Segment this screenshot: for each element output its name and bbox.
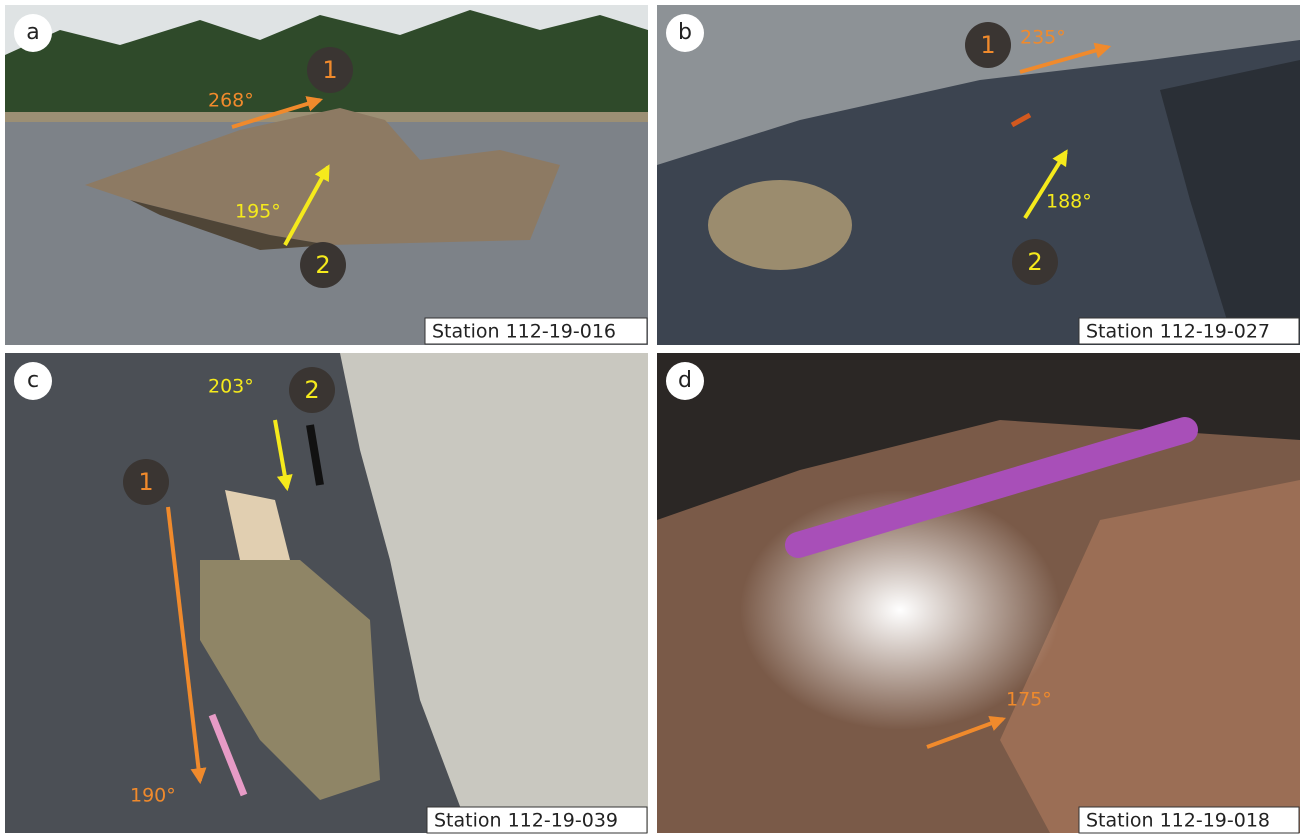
angle-label: 268° <box>208 90 254 112</box>
angle-label: 175° <box>1006 689 1052 711</box>
angle-label: 195° <box>235 201 281 223</box>
marker-number: 1 <box>322 56 337 84</box>
panel-letter: b <box>678 20 692 45</box>
angle-label: 203° <box>208 376 254 398</box>
station-label: Station 112-19-018 <box>1086 810 1270 832</box>
panel-letter: c <box>27 368 39 393</box>
marker-number: 1 <box>138 468 153 496</box>
angle-label: 190° <box>130 785 176 807</box>
panel-c: 203° 2 1 190° c Station 112-19-039 <box>5 353 648 833</box>
marker-number: 2 <box>315 251 330 279</box>
angle-label: 188° <box>1046 191 1092 213</box>
marker-number: 1 <box>980 31 995 59</box>
station-label: Station 112-19-016 <box>432 321 616 343</box>
panel-d: 175° d Station 112-19-018 <box>657 353 1300 833</box>
panel-letter: a <box>26 20 39 45</box>
marker-number: 2 <box>1027 248 1042 276</box>
panel-letter: d <box>678 368 692 393</box>
station-label: Station 112-19-039 <box>434 810 618 832</box>
panel-a: 1 268° 195° 2 a Station 112-19-016 <box>5 5 648 345</box>
marker-number: 2 <box>304 376 319 404</box>
figure: 1 268° 195° 2 a Station 112-19-016 1 235… <box>0 0 1304 836</box>
panel-b: 1 235° 188° 2 b Station 112-19-027 <box>657 5 1300 345</box>
angle-label: 235° <box>1020 27 1066 49</box>
station-label: Station 112-19-027 <box>1086 321 1270 343</box>
